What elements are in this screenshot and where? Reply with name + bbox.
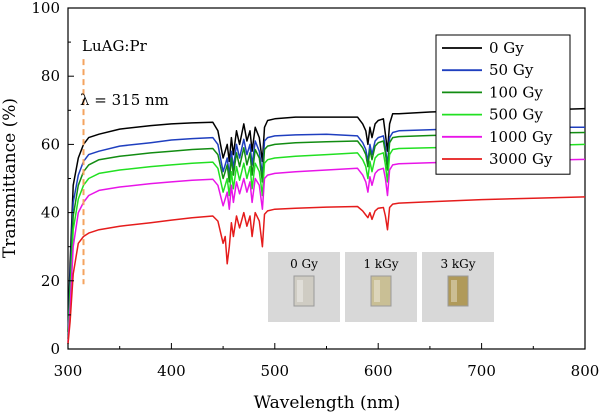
inset-photo-1: 1 kGy	[345, 252, 417, 322]
inset-photo-2: 3 kGy	[422, 252, 494, 322]
x-axis-label: Wavelength (nm)	[254, 393, 401, 413]
x-tick-label: 300	[54, 362, 83, 380]
inset-photo-0: 0 Gy	[268, 252, 340, 322]
series-line-3	[67, 143, 586, 339]
crystal-highlight	[374, 280, 380, 302]
x-tick-label: 800	[571, 362, 600, 380]
legend-entry-label: 0 Gy	[489, 39, 524, 57]
axes: 300 400 500 600 700 800 0 20 40 60 80 100	[31, 0, 599, 380]
y-tick-label: 100	[31, 0, 60, 17]
inset-photo-label: 1 kGy	[363, 257, 398, 271]
x-tick-label: 500	[260, 362, 289, 380]
y-tick-label: 20	[41, 272, 60, 290]
series-line-4	[67, 158, 586, 343]
legend-entry-label: 1000 Gy	[489, 128, 553, 146]
inset-photo-label: 3 kGy	[440, 257, 475, 271]
y-tick-label: 40	[41, 204, 60, 222]
sample-photos-inset: 0 Gy 1 kGy 3 kGy	[268, 252, 494, 322]
y-axis-label: Transmittance (%)	[0, 98, 20, 258]
series-layer	[67, 107, 586, 344]
series-line-1	[67, 126, 585, 336]
crystal-highlight	[297, 280, 303, 302]
wavelength-marker: λ = 315 nm	[80, 59, 169, 285]
marker-label: λ = 315 nm	[80, 91, 169, 109]
y-tick-label: 80	[41, 67, 60, 85]
y-tick-label: 60	[41, 135, 60, 153]
series-line-0	[67, 107, 586, 332]
legend-entry-label: 50 Gy	[489, 61, 534, 79]
crystal-sample	[370, 275, 392, 307]
legend-box	[435, 34, 571, 175]
legend-entry-label: 100 Gy	[489, 83, 543, 101]
crystal-sample	[293, 275, 315, 307]
crystal-sample	[447, 275, 469, 307]
inset-photo-label: 0 Gy	[290, 257, 318, 271]
x-tick-label: 600	[364, 362, 393, 380]
sample-label: LuAG:Pr	[82, 37, 148, 55]
series-line-5	[67, 196, 586, 344]
legend-entry-label: 3000 Gy	[489, 150, 553, 168]
y-tick-label: 0	[50, 340, 60, 358]
series-line-2	[67, 131, 586, 339]
x-tick-label: 700	[467, 362, 496, 380]
crystal-highlight	[451, 280, 457, 302]
legend-entry-label: 500 Gy	[489, 106, 543, 124]
x-tick-label: 400	[157, 362, 186, 380]
legend: 0 Gy 50 Gy 100 Gy 500 Gy 1000 Gy 3000 Gy	[435, 34, 571, 175]
